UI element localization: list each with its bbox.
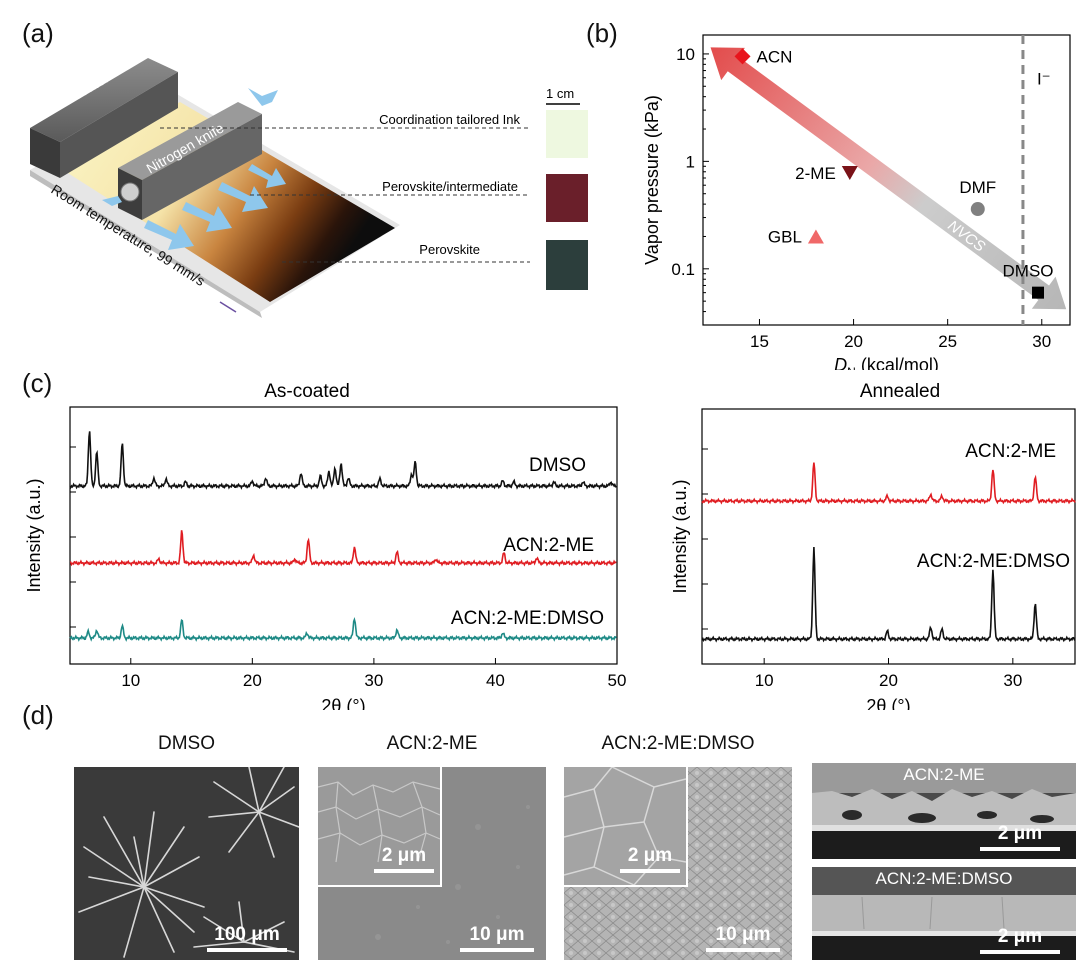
panel-label-b: (b) bbox=[586, 18, 618, 48]
sem-title-acn-2me-dmso: ACN:2-ME:DMSO bbox=[601, 733, 755, 754]
swatch-ink bbox=[546, 110, 588, 158]
xrd-series-acn-2-me-dmso bbox=[69, 617, 617, 642]
cross-section-acn-2me-title: ACN:2-ME bbox=[903, 765, 985, 784]
xrd-series-acn-2-me-dmso bbox=[701, 546, 1076, 643]
xrd-series-acn-2-me-dmso-label: ACN:2-ME:DMSO bbox=[917, 551, 1070, 572]
x-tick-label: 30 bbox=[364, 671, 383, 690]
panel-label-c: (c) bbox=[22, 368, 53, 398]
xrd-series-dmso-label: DMSO bbox=[529, 455, 586, 476]
panel-c-annealed-xrd: Annealed 10 20 30 2θ (°) Intensity (a.u.) ACN:… bbox=[670, 381, 1076, 710]
perovskite-film bbox=[60, 102, 395, 302]
stage-perovskite-label: Perovskite bbox=[419, 242, 480, 257]
point-dmf-label: DMF bbox=[959, 178, 996, 197]
cm-scale-label: 1 cm bbox=[546, 86, 574, 101]
sem-image-dmso: 100 μm bbox=[74, 767, 299, 960]
x-axis-label: 2θ (°) bbox=[321, 696, 365, 710]
xrd-series-acn-2-me-dmso-label: ACN:2-ME:DMSO bbox=[451, 608, 604, 629]
point-acn bbox=[734, 48, 751, 65]
cross-section-acn-2me: ACN:2-ME 2 μm bbox=[812, 763, 1076, 859]
chart-title: As-coated bbox=[264, 381, 350, 402]
x-tick-label: 30 bbox=[1003, 671, 1022, 690]
swatch-perovskite bbox=[546, 240, 588, 290]
iodide-label: I⁻ bbox=[1037, 69, 1051, 88]
y-tick-label: 0.1 bbox=[671, 260, 695, 279]
y-tick-label: 10 bbox=[676, 45, 695, 64]
y-axis-label: Intensity (a.u.) bbox=[670, 479, 690, 593]
sem-image-acn-2me-dmso: 2 μm 10 μm bbox=[564, 767, 792, 960]
point-2-me bbox=[841, 165, 858, 180]
x-tick-label: 50 bbox=[608, 671, 627, 690]
sem-acn-2me-dmso-scalebar: 10 μm bbox=[706, 924, 780, 952]
point-2-me-label: 2-ME bbox=[795, 164, 836, 183]
sem-title-acn-2me: ACN:2-ME bbox=[386, 733, 478, 754]
panel-a-schematic: Blade coater Nitrogen knife Room tempera… bbox=[30, 58, 588, 318]
cross-section-acn-2me-dmso-title: ACN:2-ME:DMSO bbox=[875, 869, 1013, 888]
point-dmf bbox=[970, 202, 985, 217]
sem-dmso-scalebar: 100 μm bbox=[207, 924, 287, 952]
nitrogen-knife bbox=[118, 102, 262, 220]
plot-frame bbox=[69, 406, 618, 665]
blade-coater bbox=[30, 58, 178, 178]
x-axis-label: DN (kcal/mol) bbox=[834, 355, 939, 370]
swatch-intermediate bbox=[546, 174, 588, 222]
sem-inset-acn-2me-dmso: 2 μm bbox=[564, 767, 688, 887]
x-tick-label: 40 bbox=[486, 671, 505, 690]
point-gbl bbox=[807, 229, 824, 244]
cross-section-acn-2me-scalebar: 2 μm bbox=[980, 823, 1060, 851]
y-tick-label: 1 bbox=[686, 152, 695, 171]
sem-image-acn-2me: 2 μm 10 μm bbox=[318, 767, 546, 960]
x-tick-label: 20 bbox=[879, 671, 898, 690]
sem-acn-2me-scalebar: 10 μm bbox=[460, 924, 534, 952]
y-axis-label: Vapor pressure (kPa) bbox=[642, 95, 662, 265]
sem-title-dmso: DMSO bbox=[158, 733, 215, 754]
x-axis-label: 2θ (°) bbox=[866, 696, 910, 710]
sem-inset-acn-2me-dmso-scalebar: 2 μm bbox=[620, 845, 680, 873]
xrd-series-acn-2-me bbox=[701, 462, 1076, 505]
arrow-label-nvcs: NVCS bbox=[945, 217, 989, 255]
x-tick-label: 15 bbox=[750, 332, 769, 351]
sem-inset-acn-2me-scalebar: 2 μm bbox=[374, 845, 434, 873]
point-dmso-label: DMSO bbox=[1003, 262, 1054, 281]
xrd-series-acn-2-me-label: ACN:2-ME bbox=[503, 535, 594, 556]
panel-c-as-coated-xrd: As-coated 10 20 30 40 50 2θ (°) Intensity (a.u.… bbox=[24, 381, 627, 710]
point-acn-label: ACN bbox=[757, 47, 793, 66]
x-tick-label: 20 bbox=[243, 671, 262, 690]
x-tick-label: 10 bbox=[121, 671, 140, 690]
sem-inset-acn-2me: 2 μm bbox=[318, 767, 442, 887]
stage-ink-label: Coordination tailored Ink bbox=[379, 112, 520, 127]
xrd-series-acn-2-me-label: ACN:2-ME bbox=[965, 441, 1056, 462]
nitrogen-flow-arrows bbox=[102, 88, 286, 250]
x-tick-label: 30 bbox=[1032, 332, 1051, 351]
x-tick-label: 20 bbox=[844, 332, 863, 351]
cross-section-acn-2me-dmso-scalebar: 2 μm bbox=[980, 926, 1060, 954]
cross-section-acn-2me-dmso: ACN:2-ME:DMSO 2 μm bbox=[812, 867, 1076, 960]
panel-label-d: (d) bbox=[22, 700, 54, 730]
plot-frame bbox=[702, 34, 1071, 326]
y-axis-label: Intensity (a.u.) bbox=[24, 478, 44, 592]
stage-intermediate-label: Perovskite/intermediate bbox=[382, 179, 518, 194]
point-dmso bbox=[1032, 286, 1045, 299]
x-tick-label: 25 bbox=[938, 332, 957, 351]
xrd-series-acn-2-me bbox=[69, 530, 617, 567]
xrd-series-dmso bbox=[69, 431, 617, 490]
x-tick-label: 10 bbox=[755, 671, 774, 690]
panel-label-a: (a) bbox=[22, 18, 54, 48]
chart-title: Annealed bbox=[860, 381, 940, 402]
point-gbl-label: GBL bbox=[768, 227, 802, 246]
